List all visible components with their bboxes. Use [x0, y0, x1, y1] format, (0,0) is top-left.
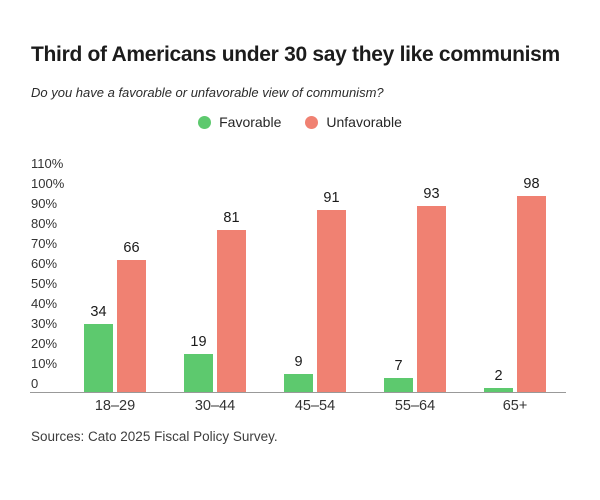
bar-value-label: 81 [223, 210, 240, 226]
y-tick-label: 50% [31, 276, 58, 291]
bar-value-label: 9 [294, 354, 303, 370]
chart-title: Third of Americans under 30 say they lik… [31, 43, 560, 66]
bar-unfavorable [117, 260, 146, 392]
y-tick-label: 0 [31, 376, 39, 391]
x-category-label: 55–64 [394, 398, 436, 414]
legend: Favorable Unfavorable [0, 114, 600, 130]
y-tick-label: 100% [31, 176, 65, 191]
y-tick-label: 30% [31, 316, 58, 331]
legend-item-favorable: Favorable [198, 114, 281, 130]
x-category-label: 18–29 [94, 398, 136, 414]
bar-chart: 110% 100% 90% 80% 70% 60% 50% 40% 30% 20% 10% 0 34 66… [30, 150, 575, 435]
x-category-label: 45–54 [294, 398, 336, 414]
bar-unfavorable [417, 206, 446, 392]
legend-label-favorable: Favorable [219, 114, 282, 130]
bar-favorable [84, 324, 113, 392]
source-note: Sources: Cato 2025 Fiscal Policy Survey. [31, 429, 278, 444]
bar-unfavorable [317, 210, 346, 392]
unfavorable-swatch-icon [305, 115, 319, 129]
y-tick-label: 90% [31, 196, 58, 211]
bar-value-label: 34 [90, 304, 107, 320]
bar-favorable [184, 354, 213, 392]
bar-value-label: 98 [523, 176, 540, 192]
bar-unfavorable [517, 196, 546, 392]
bar-favorable [284, 374, 313, 392]
bar-value-label: 93 [423, 186, 440, 202]
y-tick-label: 20% [31, 336, 58, 351]
bar-value-label: 66 [123, 240, 140, 256]
bar-value-label: 19 [190, 334, 207, 350]
x-category-label: 65+ [502, 398, 528, 414]
legend-item-unfavorable: Unfavorable [305, 114, 402, 130]
y-tick-label: 80% [31, 216, 58, 231]
favorable-swatch-icon [198, 115, 212, 129]
x-axis-line [30, 392, 566, 393]
bar-favorable [484, 388, 513, 392]
chart-subtitle: Do you have a favorable or unfavorable v… [31, 85, 384, 100]
y-tick-label: 110% [31, 156, 64, 171]
y-tick-label: 40% [31, 296, 58, 311]
bar-favorable [384, 378, 413, 392]
x-category-label: 30–44 [194, 398, 236, 414]
bar-value-label: 2 [494, 368, 503, 384]
bar-value-label: 7 [394, 358, 403, 374]
y-tick-label: 70% [31, 236, 58, 251]
bar-unfavorable [217, 230, 246, 392]
legend-label-unfavorable: Unfavorable [326, 114, 402, 130]
y-tick-label: 60% [31, 256, 58, 271]
bar-value-label: 91 [323, 190, 340, 206]
y-tick-label: 10% [31, 356, 58, 371]
